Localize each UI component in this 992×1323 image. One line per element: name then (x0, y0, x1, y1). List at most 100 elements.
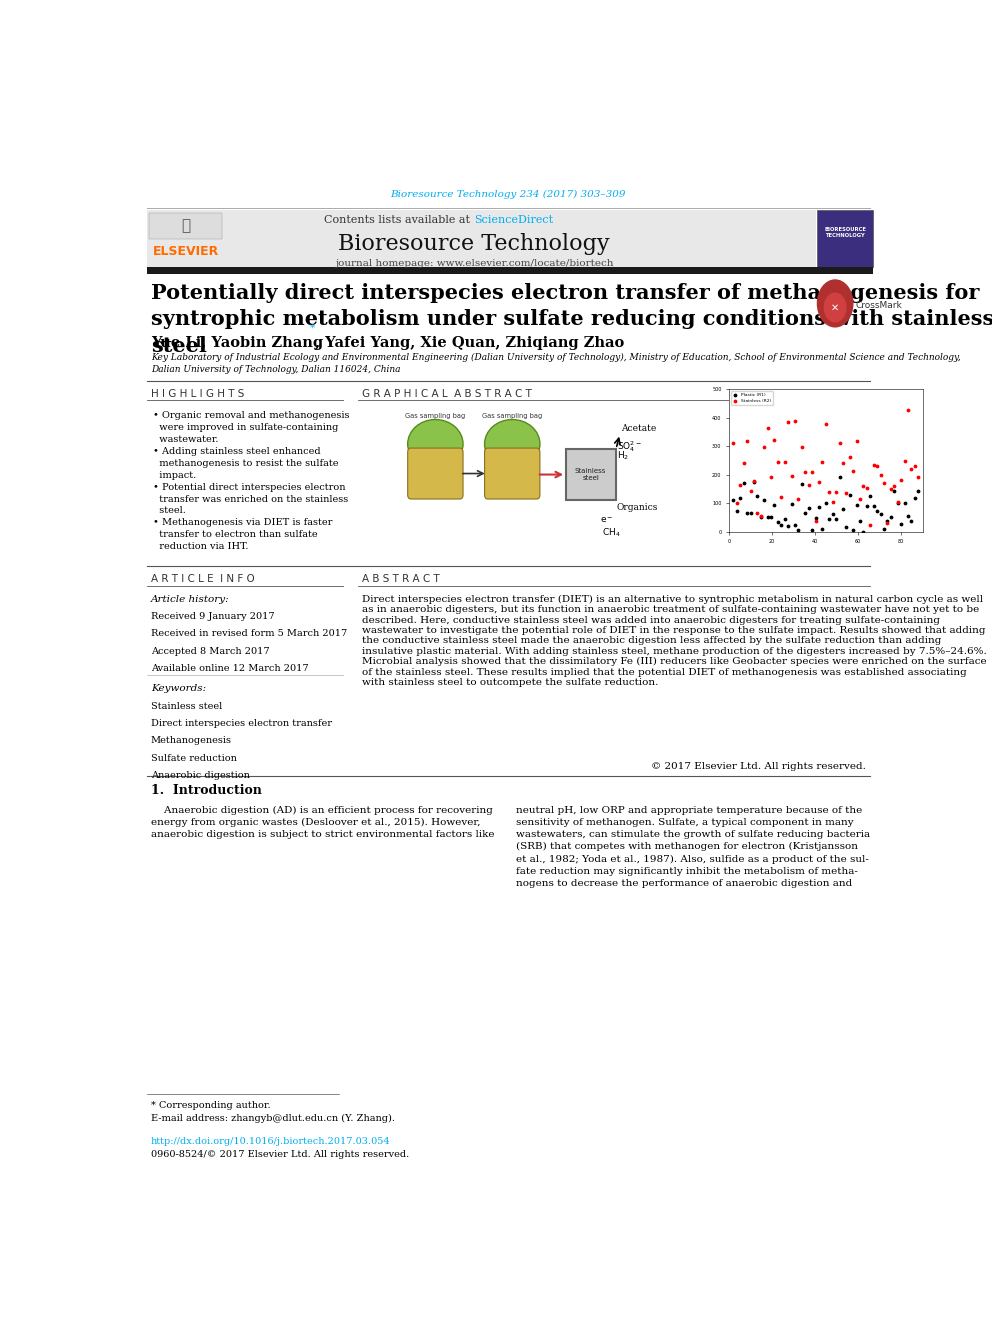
Plastic (R1) (897, 493, 913, 515)
Plastic (R1) (835, 499, 851, 520)
Stainless (R2) (749, 501, 765, 523)
Plastic (R1) (845, 520, 861, 541)
Stainless (R2) (900, 400, 916, 421)
Plastic (R1) (798, 503, 813, 524)
Text: Bioresource Technology 234 (2017) 303–309: Bioresource Technology 234 (2017) 303–30… (391, 191, 626, 198)
Ellipse shape (408, 419, 463, 468)
Plastic (R1) (821, 509, 837, 531)
Plastic (R1) (739, 503, 755, 524)
Stainless (R2) (838, 483, 854, 504)
Text: $\mathrm{CH_4}$: $\mathrm{CH_4}$ (602, 527, 621, 538)
Stainless (R2) (746, 471, 762, 492)
Text: ✕: ✕ (831, 303, 839, 312)
Stainless (R2) (736, 452, 752, 474)
Text: BIORESOURCE
TECHNOLOGY: BIORESOURCE TECHNOLOGY (824, 226, 866, 238)
Text: Gas sampling bag: Gas sampling bag (482, 413, 543, 418)
Text: • Potential direct interspecies electron
  transfer was enriched on the stainles: • Potential direct interspecies electron… (153, 483, 348, 516)
Text: $\mathrm{H_2}$: $\mathrm{H_2}$ (617, 450, 629, 463)
Text: 0960-8524/© 2017 Elsevier Ltd. All rights reserved.: 0960-8524/© 2017 Elsevier Ltd. All right… (151, 1150, 409, 1159)
Stainless (R2) (828, 482, 844, 503)
Text: A B S T R A C T: A B S T R A C T (362, 574, 440, 585)
Plastic (R1) (893, 513, 909, 534)
Stainless (R2) (756, 437, 772, 458)
FancyBboxPatch shape (408, 448, 463, 499)
Plastic (R1) (842, 484, 858, 505)
Stainless (R2) (760, 418, 776, 439)
Plastic (R1) (883, 507, 899, 528)
Text: Received in revised form 5 March 2017: Received in revised form 5 March 2017 (151, 630, 347, 639)
Plastic (R1) (866, 495, 882, 516)
Plastic (R1) (890, 492, 906, 513)
Stainless (R2) (743, 480, 759, 501)
Stainless (R2) (911, 467, 927, 488)
Text: • Adding stainless steel enhanced
  methanogenesis to resist the sulfate
  impac: • Adding stainless steel enhanced methan… (153, 447, 338, 480)
Text: Direct interspecies electron transfer (DIET) is an alternative to syntrophic met: Direct interspecies electron transfer (D… (362, 595, 987, 687)
Legend: Plastic (R1), Stainless (R2): Plastic (R1), Stainless (R2) (731, 392, 773, 405)
Text: Stainless steel: Stainless steel (151, 701, 222, 710)
Text: Anaerobic digestion (AD) is an efficient process for recovering
energy from orga: Anaerobic digestion (AD) is an efficient… (151, 806, 494, 839)
Text: Available online 12 March 2017: Available online 12 March 2017 (151, 664, 309, 673)
Text: $\mathrm{e^-}$: $\mathrm{e^-}$ (600, 515, 613, 525)
Stainless (R2) (824, 492, 840, 513)
Plastic (R1) (753, 507, 769, 528)
Stainless (R2) (725, 433, 741, 454)
Stainless (R2) (770, 451, 786, 472)
Text: Contents lists available at: Contents lists available at (324, 214, 474, 225)
FancyBboxPatch shape (147, 209, 815, 267)
Text: Yue Li, Yaobin Zhang: Yue Li, Yaobin Zhang (151, 336, 323, 351)
Plastic (R1) (855, 521, 871, 542)
Ellipse shape (484, 419, 540, 468)
Stainless (R2) (887, 476, 903, 497)
Plastic (R1) (880, 511, 896, 532)
Stainless (R2) (791, 488, 806, 509)
Text: Article history:: Article history: (151, 595, 229, 603)
Plastic (R1) (725, 490, 741, 511)
Text: Received 9 January 2017: Received 9 January 2017 (151, 613, 275, 620)
FancyBboxPatch shape (566, 448, 616, 500)
Plastic (R1) (873, 504, 889, 525)
Stainless (R2) (774, 487, 790, 508)
Text: , Yafei Yang, Xie Quan, Zhiqiang Zhao: , Yafei Yang, Xie Quan, Zhiqiang Zhao (315, 336, 625, 351)
Plastic (R1) (887, 480, 903, 501)
Stainless (R2) (831, 433, 847, 454)
Stainless (R2) (890, 492, 906, 513)
Text: H I G H L I G H T S: H I G H L I G H T S (151, 389, 244, 400)
Plastic (R1) (852, 511, 868, 532)
Stainless (R2) (893, 470, 909, 491)
Stainless (R2) (787, 410, 803, 431)
Stainless (R2) (835, 452, 851, 474)
Text: ELSEVIER: ELSEVIER (153, 245, 218, 258)
Stainless (R2) (897, 450, 913, 471)
Text: E-mail address: zhangyb@dlut.edu.cn (Y. Zhang).: E-mail address: zhangyb@dlut.edu.cn (Y. … (151, 1114, 395, 1123)
Stainless (R2) (784, 466, 800, 487)
Text: journal homepage: www.elsevier.com/locate/biortech: journal homepage: www.elsevier.com/locat… (334, 259, 613, 269)
Stainless (R2) (876, 472, 892, 493)
Text: Sulfate reduction: Sulfate reduction (151, 754, 237, 762)
Circle shape (824, 294, 846, 321)
Stainless (R2) (794, 435, 809, 456)
Plastic (R1) (862, 486, 878, 507)
Stainless (R2) (729, 493, 745, 515)
Text: Potentially direct interspecies electron transfer of methanogenesis for
syntroph: Potentially direct interspecies electron… (151, 283, 992, 356)
Text: G R A P H I C A L  A B S T R A C T: G R A P H I C A L A B S T R A C T (362, 389, 532, 400)
Text: * Corresponding author.: * Corresponding author. (151, 1101, 271, 1110)
Text: Organics: Organics (617, 503, 658, 512)
Text: Gas sampling bag: Gas sampling bag (406, 413, 465, 418)
Text: Accepted 8 March 2017: Accepted 8 March 2017 (151, 647, 270, 656)
Plastic (R1) (736, 472, 752, 493)
Stainless (R2) (907, 455, 923, 476)
Stainless (R2) (852, 488, 868, 509)
Plastic (R1) (869, 500, 885, 521)
Text: http://dx.doi.org/10.1016/j.biortech.2017.03.054: http://dx.doi.org/10.1016/j.biortech.201… (151, 1136, 391, 1146)
Plastic (R1) (763, 507, 779, 528)
Plastic (R1) (781, 516, 797, 537)
Stainless (R2) (845, 460, 861, 482)
Stainless (R2) (880, 512, 896, 533)
Stainless (R2) (817, 413, 833, 434)
FancyBboxPatch shape (150, 213, 222, 239)
Plastic (R1) (760, 507, 776, 528)
Stainless (R2) (801, 475, 816, 496)
FancyBboxPatch shape (817, 209, 873, 267)
Plastic (R1) (911, 480, 927, 501)
Plastic (R1) (794, 474, 809, 495)
